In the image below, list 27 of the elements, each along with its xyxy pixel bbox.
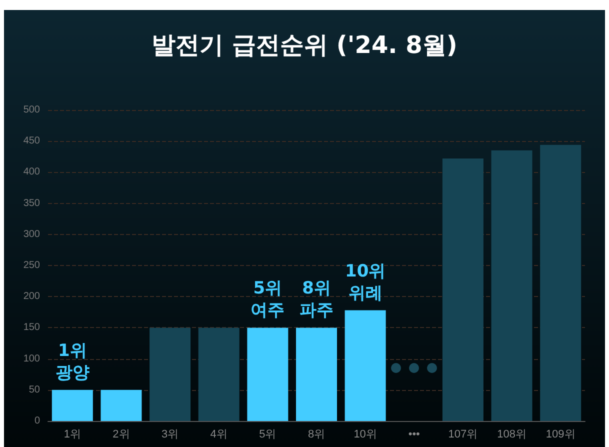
x-tick-label: 109위 (546, 428, 576, 440)
x-tick-label: ••• (408, 428, 420, 440)
x-tick-label: 107위 (448, 428, 478, 440)
y-tick-label: 150 (23, 322, 40, 334)
y-tick-label: 300 (23, 228, 40, 240)
chart-title: 발전기 급전순위 ('24. 8월) (152, 31, 458, 59)
y-tick-label: 100 (23, 353, 40, 364)
x-tick-label: 4위 (210, 428, 228, 440)
annotation: 5위 여주 (250, 278, 285, 321)
x-tick-label: 3위 (161, 428, 179, 440)
x-tick-label: 5위 (259, 428, 276, 440)
y-tick-label: 0 (34, 416, 40, 426)
annotation: 10위 위례 (344, 261, 386, 304)
annotation: 1위 광양 (55, 340, 90, 383)
y-tick-label: 400 (23, 166, 40, 178)
annotation: 8위 파주 (300, 278, 334, 321)
y-tick-label: 50 (28, 384, 40, 396)
x-tick-label: 8위 (308, 428, 326, 440)
y-tick-label: 200 (23, 291, 40, 302)
y-tick-label: 350 (23, 198, 40, 209)
x-tick-label: 10위 (354, 428, 377, 440)
y-tick-label: 500 (23, 104, 40, 116)
y-tick-label: 450 (23, 136, 40, 147)
x-tick-label: 108위 (497, 428, 526, 440)
y-tick-label: 250 (23, 260, 40, 271)
x-tick-label: 2위 (112, 428, 130, 440)
x-tick-label: 1위 (64, 428, 81, 440)
